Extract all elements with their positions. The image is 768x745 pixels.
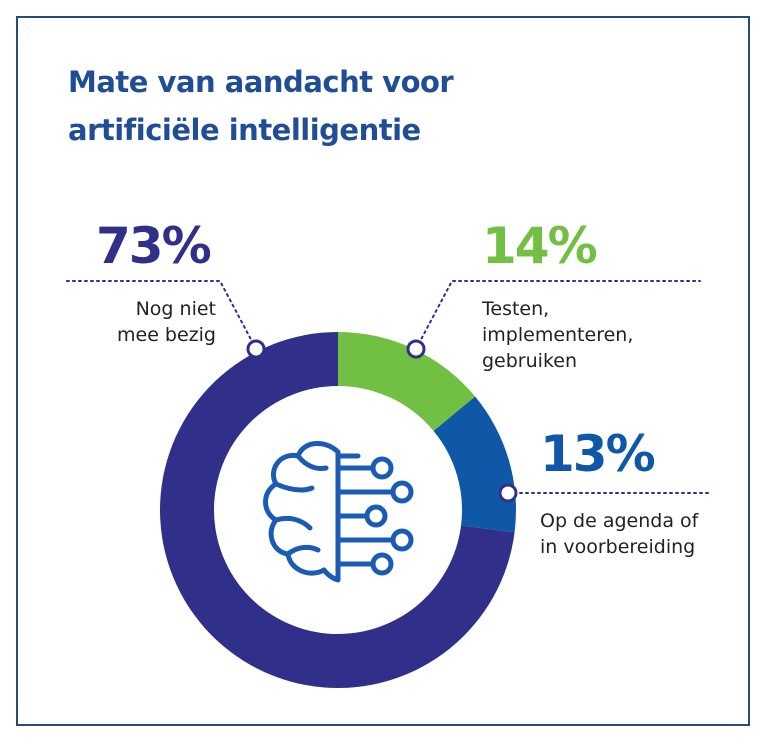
slice-name-label-op-de-agenda: Op de agenda of in voorbereiding — [540, 508, 698, 560]
slice-name-line: mee bezig — [117, 324, 216, 346]
brain-fold — [273, 481, 315, 493]
brain-outline — [263, 441, 341, 583]
slice-name-line: Testen, — [482, 298, 550, 320]
slice-name-line: Nog niet — [135, 298, 216, 320]
leader-line-testen — [415, 280, 701, 350]
slice-value-label-nog-niet: 73% — [96, 217, 212, 275]
chart-title: Mate van aandacht voor artificiële intel… — [68, 58, 454, 154]
circuit-trace — [335, 453, 361, 471]
slice-name-line: gebruiken — [482, 350, 577, 372]
circuit-node — [390, 528, 414, 552]
leader-marker-2 — [246, 339, 266, 359]
brain-circuit-icon — [263, 441, 414, 583]
slice-value-label-testen: 14% — [482, 217, 598, 275]
slice-name-line: implementeren, — [482, 324, 634, 346]
slice-name-line: Op de agenda of — [540, 510, 699, 532]
slice-name-line: in voorbereiding — [540, 536, 696, 558]
brain-fold — [273, 515, 313, 531]
donut-slice-2 — [159, 332, 515, 688]
chart-title-line-1: Mate van aandacht voor — [68, 65, 454, 99]
slice-value-label-op-de-agenda: 13% — [540, 425, 656, 483]
leader-marker-1 — [498, 483, 518, 503]
slice-name-label-testen: Testen, implementeren, gebruiken — [482, 296, 633, 374]
chart-title-line-2: artificiële intelligentie — [68, 113, 421, 147]
circuit-node — [370, 456, 394, 480]
frame-border — [16, 16, 750, 726]
slice-name-label-nog-niet: Nog niet mee bezig — [96, 296, 216, 348]
brain-fold — [295, 453, 329, 471]
leader-marker-0 — [406, 339, 426, 359]
brain-fold — [285, 544, 321, 557]
circuit-node — [370, 552, 394, 576]
donut-slice-1 — [433, 396, 517, 533]
leader-line-nog-niet — [65, 280, 257, 350]
circuit-node — [364, 504, 388, 528]
donut-slice-0 — [338, 332, 476, 431]
circuit-node — [390, 480, 414, 504]
